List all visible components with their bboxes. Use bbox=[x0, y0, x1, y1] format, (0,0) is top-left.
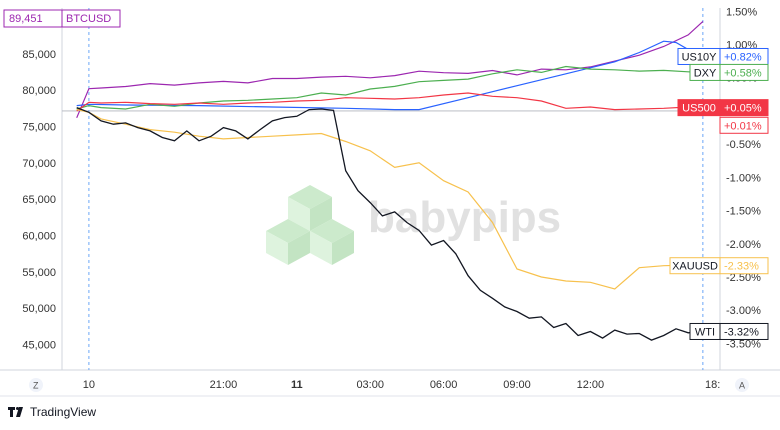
left-axis-tick: 60,000 bbox=[22, 231, 56, 243]
left-axis-tick: 50,000 bbox=[22, 303, 56, 315]
series-value-label: -3.32% bbox=[724, 326, 759, 338]
corner-right-label: A bbox=[739, 381, 745, 391]
series-line-us500[interactable] bbox=[76, 92, 703, 112]
series-value-label: +0.05% bbox=[724, 103, 762, 115]
right-axis-tick: -3.00% bbox=[726, 305, 761, 317]
series-value-label: -2.33% bbox=[724, 261, 759, 273]
series-label-xauusd[interactable]: XAUUSD -2.33% bbox=[669, 257, 769, 275]
corner-left-label: Z bbox=[33, 381, 39, 391]
series-value-label: +0.58% bbox=[724, 67, 762, 79]
x-axis-tick: 10 bbox=[83, 379, 95, 391]
series-line-btcusd[interactable] bbox=[76, 20, 704, 119]
right-axis-tick: -2.00% bbox=[726, 239, 761, 251]
badge-symbol: BTCUSD bbox=[66, 13, 111, 25]
series-name-label: US500 bbox=[682, 103, 716, 115]
x-axis-tick: 09:00 bbox=[503, 379, 531, 391]
tradingview-logo-icon bbox=[8, 407, 23, 417]
series-line-wti[interactable] bbox=[76, 106, 703, 341]
auto-scale-left-button[interactable]: Z bbox=[29, 378, 43, 392]
series-name-label: XAUUSD bbox=[672, 261, 718, 273]
x-axis-tick: 03:00 bbox=[356, 379, 384, 391]
series-name-label: US10Y bbox=[682, 51, 718, 63]
right-axis-tick: 1.50% bbox=[726, 6, 757, 18]
right-axis-tick: -1.00% bbox=[726, 172, 761, 184]
branding-text: TradingView bbox=[30, 405, 97, 419]
x-axis-tick: 21:00 bbox=[210, 379, 238, 391]
series-line-dxy[interactable] bbox=[76, 65, 703, 110]
left-axis-tick: 85,000 bbox=[22, 49, 56, 61]
left-axis-tick: 55,000 bbox=[22, 267, 56, 279]
right-axis-tick: -0.50% bbox=[726, 139, 761, 151]
series-label-dxy[interactable]: DXY +0.58% bbox=[689, 63, 769, 81]
x-axis-tick: 06:00 bbox=[430, 379, 458, 391]
tradingview-branding[interactable]: TradingView bbox=[8, 405, 96, 419]
series-value-label: +0.82% bbox=[724, 51, 762, 63]
series-label-us10y[interactable]: US10Y +0.82% bbox=[677, 47, 769, 65]
left-axis-tick: 65,000 bbox=[22, 194, 56, 206]
plot-area[interactable] bbox=[62, 8, 720, 370]
left-axis-tick: 70,000 bbox=[22, 158, 56, 170]
watermark-cubes-icon bbox=[266, 185, 354, 265]
main-series-badge[interactable]: 89,451 BTCUSD bbox=[3, 9, 121, 28]
watermark: babypips bbox=[266, 185, 561, 265]
left-axis-tick: 75,000 bbox=[22, 121, 56, 133]
svg-text:+0.01%: +0.01% bbox=[724, 120, 762, 132]
extra-value-label: +0.01% bbox=[719, 116, 769, 134]
x-axis-tick: 11 bbox=[291, 379, 303, 391]
right-axis-tick: -2.50% bbox=[726, 272, 761, 284]
auto-scale-right-button[interactable]: A bbox=[735, 378, 749, 392]
right-axis-tick: -3.50% bbox=[726, 338, 761, 350]
x-axis-tick: 18: bbox=[705, 379, 720, 391]
series-label-us500[interactable]: US500 +0.05% bbox=[677, 99, 769, 117]
x-axis-tick: 12:00 bbox=[577, 379, 605, 391]
series-name-label: WTI bbox=[695, 326, 715, 338]
right-axis-tick: -1.50% bbox=[726, 206, 761, 218]
series-label-wti[interactable]: WTI -3.32% bbox=[689, 322, 769, 340]
series-name-label: DXY bbox=[694, 67, 717, 79]
watermark-text: babypips bbox=[368, 193, 561, 242]
badge-value: 89,451 bbox=[9, 13, 43, 25]
left-axis-tick: 45,000 bbox=[22, 340, 56, 352]
series-line-xauusd[interactable] bbox=[76, 109, 703, 290]
left-axis-tick: 80,000 bbox=[22, 85, 56, 97]
